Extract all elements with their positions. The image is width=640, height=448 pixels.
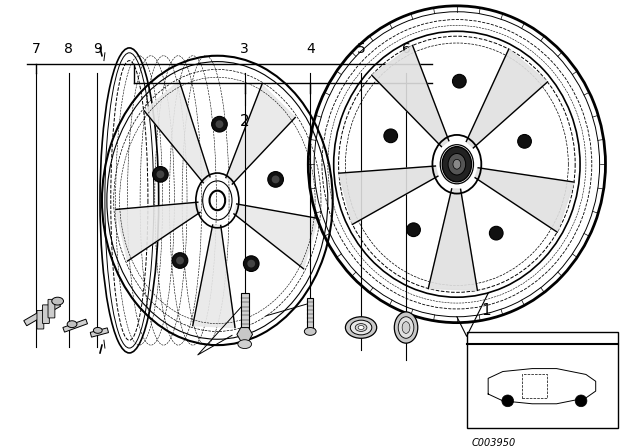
Ellipse shape [305,327,316,336]
Circle shape [490,226,503,240]
Circle shape [575,395,587,407]
Polygon shape [428,189,477,290]
Polygon shape [193,225,235,327]
Ellipse shape [350,320,372,335]
Circle shape [452,74,466,88]
Circle shape [502,395,513,407]
Ellipse shape [398,317,414,338]
Bar [467,332,618,428]
Polygon shape [475,168,574,232]
Polygon shape [339,166,438,224]
Text: 8: 8 [64,42,73,56]
Polygon shape [24,301,61,326]
FancyBboxPatch shape [48,299,55,318]
FancyBboxPatch shape [37,310,44,329]
Text: 1: 1 [481,303,491,318]
Ellipse shape [238,340,252,349]
Ellipse shape [67,321,77,327]
Polygon shape [234,204,318,269]
Circle shape [384,129,397,142]
Ellipse shape [358,326,364,329]
Text: 2: 2 [240,114,250,129]
Circle shape [172,253,188,268]
Bar [241,293,248,331]
Circle shape [406,223,420,237]
Circle shape [243,256,259,271]
Text: 5: 5 [356,42,365,56]
Ellipse shape [355,323,367,332]
Circle shape [152,167,168,182]
Text: 6: 6 [401,42,410,56]
Circle shape [247,260,255,267]
Polygon shape [226,84,295,184]
Polygon shape [116,202,200,261]
Ellipse shape [394,312,418,343]
Circle shape [156,170,164,178]
Text: 4: 4 [306,42,315,56]
Text: C003950: C003950 [472,438,516,448]
Text: 7: 7 [32,42,41,56]
Circle shape [268,172,284,187]
Polygon shape [63,319,88,332]
Circle shape [518,134,531,148]
Ellipse shape [93,327,102,333]
Polygon shape [467,49,547,148]
Ellipse shape [402,322,410,333]
Circle shape [216,121,223,128]
Polygon shape [372,46,449,146]
Polygon shape [144,81,210,183]
Circle shape [176,257,184,264]
Circle shape [212,116,227,132]
Ellipse shape [442,146,472,182]
Circle shape [272,176,280,183]
Polygon shape [90,328,109,337]
Ellipse shape [346,317,377,338]
Ellipse shape [453,159,461,169]
Ellipse shape [448,154,466,175]
Bar [307,298,313,327]
FancyBboxPatch shape [42,305,49,323]
Ellipse shape [52,297,63,305]
Text: 9: 9 [93,42,102,56]
Text: 3: 3 [241,42,249,56]
